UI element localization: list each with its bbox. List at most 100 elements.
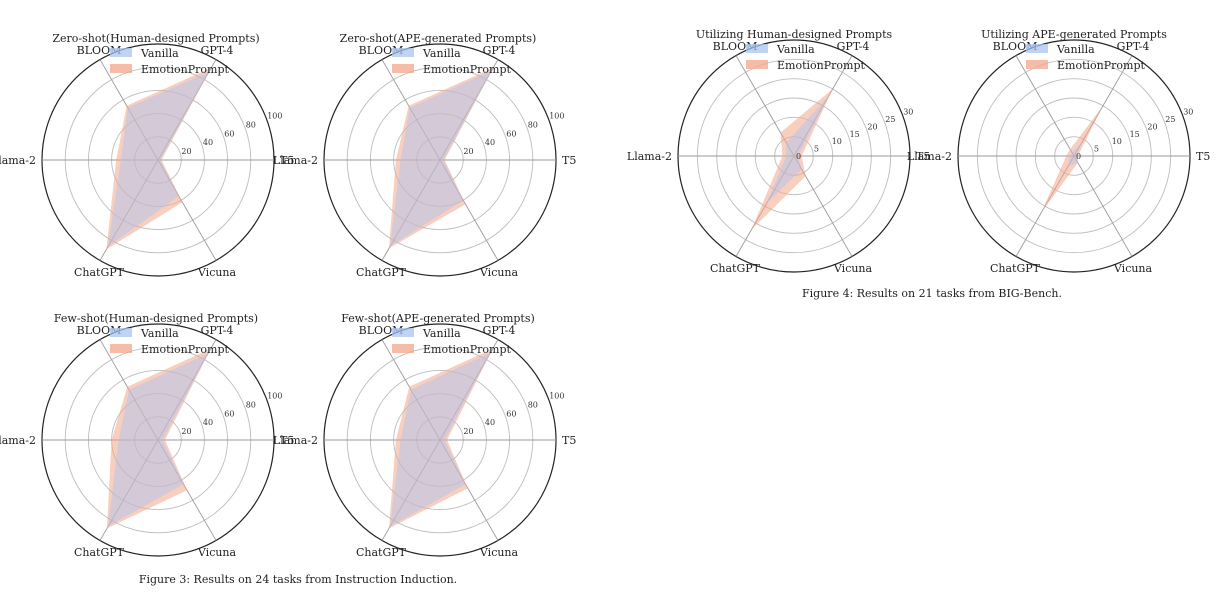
radar-chart: 051015202530GPT-4T5VicunaChatGPTLlama-2B… <box>907 39 1210 275</box>
radial-tick-label: 40 <box>485 138 495 147</box>
chart-title: Few-shot(Human-designed Prompts) <box>53 312 259 325</box>
radar-chart: 20406080100GPT-4T5VicunaChatGPTLlama-2BL… <box>273 43 576 279</box>
chart-title: Few-shot(APE-generated Prompts) <box>341 312 535 325</box>
axis-label-vicuna: Vicuna <box>479 546 519 559</box>
chart-title: Utilizing Human-designed Prompts <box>695 28 893 41</box>
series-vanilla-area <box>390 70 492 247</box>
axis-label-gpt-4: GPT-4 <box>201 44 234 57</box>
series-emotionprompt-area <box>106 67 212 250</box>
axis-label-gpt-4: GPT-4 <box>837 40 870 53</box>
radar-chart: 20406080100GPT-4T5VicunaChatGPTLlama-2BL… <box>0 43 294 279</box>
axis-label-t5: T5 <box>1196 150 1210 163</box>
legend-swatch-emotionprompt <box>110 344 132 353</box>
legend-label-vanilla: Vanilla <box>1056 43 1095 56</box>
axis-label-t5: T5 <box>280 154 294 167</box>
radial-tick-label: 100 <box>549 392 564 401</box>
radial-tick-label: 10 <box>832 137 842 146</box>
axis-label-llama-2: Llama-2 <box>273 434 318 447</box>
radar-panel-few-shot-ape: Few-shot(APE-generated Prompts) 20 40 60 80… <box>273 312 582 562</box>
radial-tick-label: 80 <box>528 121 538 130</box>
legend-label-vanilla: Vanilla <box>140 327 179 340</box>
radial-tick-label: 0 <box>1076 152 1081 161</box>
radial-tick-label: 100 <box>549 112 564 121</box>
legend-swatch-vanilla <box>392 328 414 337</box>
axis-label-chatgpt: ChatGPT <box>710 262 761 275</box>
legend-label-emotionprompt: EmotionPrompt <box>1057 59 1145 72</box>
chart-title: Zero-shot(APE-generated Prompts) <box>339 32 537 45</box>
radial-tick-label: 40 <box>203 418 213 427</box>
series-vanilla-area <box>390 352 491 527</box>
axis-label-vicuna: Vicuna <box>833 262 873 275</box>
series-emotionprompt-area <box>107 348 211 529</box>
axis-label-gpt-4: GPT-4 <box>483 44 516 57</box>
spoke-line <box>1073 155 1133 257</box>
figure-3-caption: Figure 3: Results on 24 tasks from Instr… <box>138 573 458 586</box>
series-vanilla-area <box>108 353 208 527</box>
axis-label-chatgpt: ChatGPT <box>356 546 407 559</box>
axis-label-t5: T5 <box>280 434 294 447</box>
series-vanilla-area <box>766 95 829 203</box>
legend-label-emotionprompt: EmotionPrompt <box>423 63 511 76</box>
series-emotionprompt-area <box>1041 105 1103 213</box>
spoke-line <box>1015 55 1075 157</box>
axis-label-t5: T5 <box>562 434 576 447</box>
series-emotionprompt-area <box>389 348 493 529</box>
radial-tick-label: 20 <box>463 147 473 156</box>
axis-label-chatgpt: ChatGPT <box>356 266 407 279</box>
radar-chart: 20406080100GPT-4T5VicunaChatGPTLlama-2BL… <box>0 323 294 559</box>
radar-panel-bigbench-human: Utilizing Human-designed Prompts 0 5 10 15 2… <box>627 28 936 278</box>
axis-label-gpt-4: GPT-4 <box>201 324 234 337</box>
radar-chart: 051015202530GPT-4T5VicunaChatGPTLlama-2B… <box>627 39 930 275</box>
legend-swatch-vanilla <box>110 328 132 337</box>
radial-tick-label: 60 <box>506 409 516 418</box>
legend-label-vanilla: Vanilla <box>422 47 461 60</box>
axis-label-vicuna: Vicuna <box>197 546 237 559</box>
radar-panel-zero-shot-human: Zero-shot(Human-designed Prompts) 20 40 60… <box>0 32 300 282</box>
figure-4-caption: Figure 4: Results on 21 tasks from BIG-B… <box>802 287 1062 300</box>
axis-label-vicuna: Vicuna <box>479 266 519 279</box>
legend-swatch-vanilla <box>392 48 414 57</box>
legend-label-emotionprompt: EmotionPrompt <box>141 343 229 356</box>
radar-panel-zero-shot-ape: Zero-shot(APE-generated Prompts) 20 40 60 8… <box>273 32 582 282</box>
legend-label-vanilla: Vanilla <box>422 327 461 340</box>
radial-tick-label: 20 <box>181 147 191 156</box>
radar-chart: 20406080100GPT-4T5VicunaChatGPTLlama-2BL… <box>273 323 576 559</box>
legend-label-emotionprompt: EmotionPrompt <box>141 63 229 76</box>
legend-swatch-emotionprompt <box>110 64 132 73</box>
legend-swatch-emotionprompt <box>1026 60 1048 69</box>
radial-tick-label: 20 <box>1147 122 1157 131</box>
legend-label-vanilla: Vanilla <box>140 47 179 60</box>
radial-tick-label: 25 <box>885 115 895 124</box>
axis-label-chatgpt: ChatGPT <box>74 546 125 559</box>
chart-title: Utilizing APE-generated Prompts <box>981 28 1167 41</box>
radial-tick-label: 80 <box>246 121 256 130</box>
legend-swatch-vanilla <box>746 44 768 53</box>
series-emotionprompt-area <box>751 89 833 230</box>
axis-label-llama-2: Llama-2 <box>0 154 36 167</box>
radial-tick-label: 5 <box>814 145 819 154</box>
axis-label-gpt-4: GPT-4 <box>483 324 516 337</box>
legend-swatch-emotionprompt <box>392 64 414 73</box>
radial-tick-label: 80 <box>528 401 538 410</box>
axis-label-llama-2: Llama-2 <box>0 434 36 447</box>
radar-panel-few-shot-human: Few-shot(Human-designed Prompts) 20 40 60 8… <box>0 312 300 562</box>
series-vanilla-area <box>108 71 209 247</box>
axis-label-llama-2: Llama-2 <box>273 154 318 167</box>
legend-label-emotionprompt: EmotionPrompt <box>423 343 511 356</box>
radial-tick-label: 60 <box>506 129 516 138</box>
radial-tick-label: 20 <box>867 122 877 131</box>
radial-tick-label: 0 <box>796 152 801 161</box>
radial-tick-label: 25 <box>1165 115 1175 124</box>
legend-swatch-vanilla <box>1026 44 1048 53</box>
series-emotionprompt-area <box>389 67 494 249</box>
radial-tick-label: 10 <box>1112 137 1122 146</box>
axis-label-gpt-4: GPT-4 <box>1117 40 1150 53</box>
legend-swatch-emotionprompt <box>746 60 768 69</box>
radial-tick-label: 30 <box>903 108 913 117</box>
axis-label-t5: T5 <box>562 154 576 167</box>
legend-label-vanilla: Vanilla <box>776 43 815 56</box>
radial-tick-label: 40 <box>485 418 495 427</box>
radial-tick-label: 80 <box>246 401 256 410</box>
axis-label-chatgpt: ChatGPT <box>74 266 125 279</box>
axis-label-vicuna: Vicuna <box>197 266 237 279</box>
